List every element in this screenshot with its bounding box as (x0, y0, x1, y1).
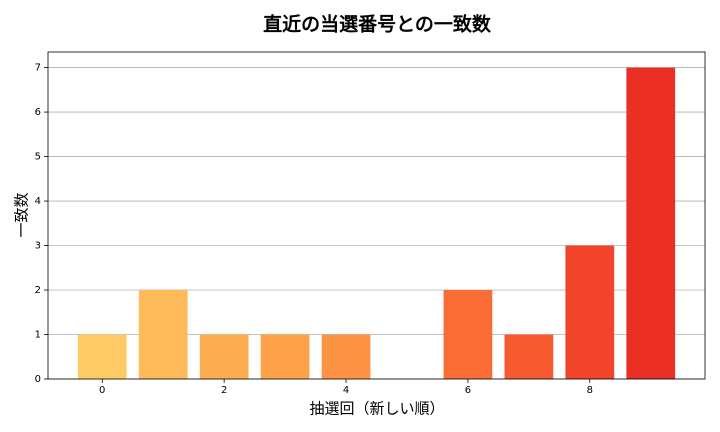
bar (504, 334, 554, 379)
y-tick-label: 0 (35, 374, 41, 385)
x-tick-label: 4 (343, 385, 349, 396)
y-tick-label: 5 (35, 152, 41, 163)
plot-area: 0 1 2 3 4 5 6 7 0 2 4 6 8 (35, 63, 705, 396)
bar (77, 334, 127, 379)
y-tick-label: 4 (35, 196, 41, 207)
x-tick-label: 2 (221, 385, 227, 396)
plot-frame (47, 51, 706, 380)
bar (138, 290, 188, 379)
y-tick-label: 3 (35, 241, 41, 252)
x-tick-label: 8 (587, 385, 593, 396)
bar (565, 245, 615, 379)
bar (626, 67, 676, 380)
x-tick-label: 6 (465, 385, 471, 396)
bar (199, 334, 249, 379)
chart-title: 直近の当選番号との一致数 (263, 13, 492, 36)
x-tick-label: 0 (99, 385, 105, 396)
y-tick-label: 7 (35, 63, 41, 74)
bar (260, 334, 310, 379)
y-tick-label: 6 (35, 107, 41, 118)
x-axis-label: 抽選回（新しい順） (309, 400, 444, 418)
bar (443, 290, 493, 379)
y-axis-label: 一致数 (13, 192, 31, 237)
bar (321, 334, 371, 379)
y-tick-label: 2 (35, 285, 41, 296)
y-tick-label: 1 (35, 330, 41, 341)
